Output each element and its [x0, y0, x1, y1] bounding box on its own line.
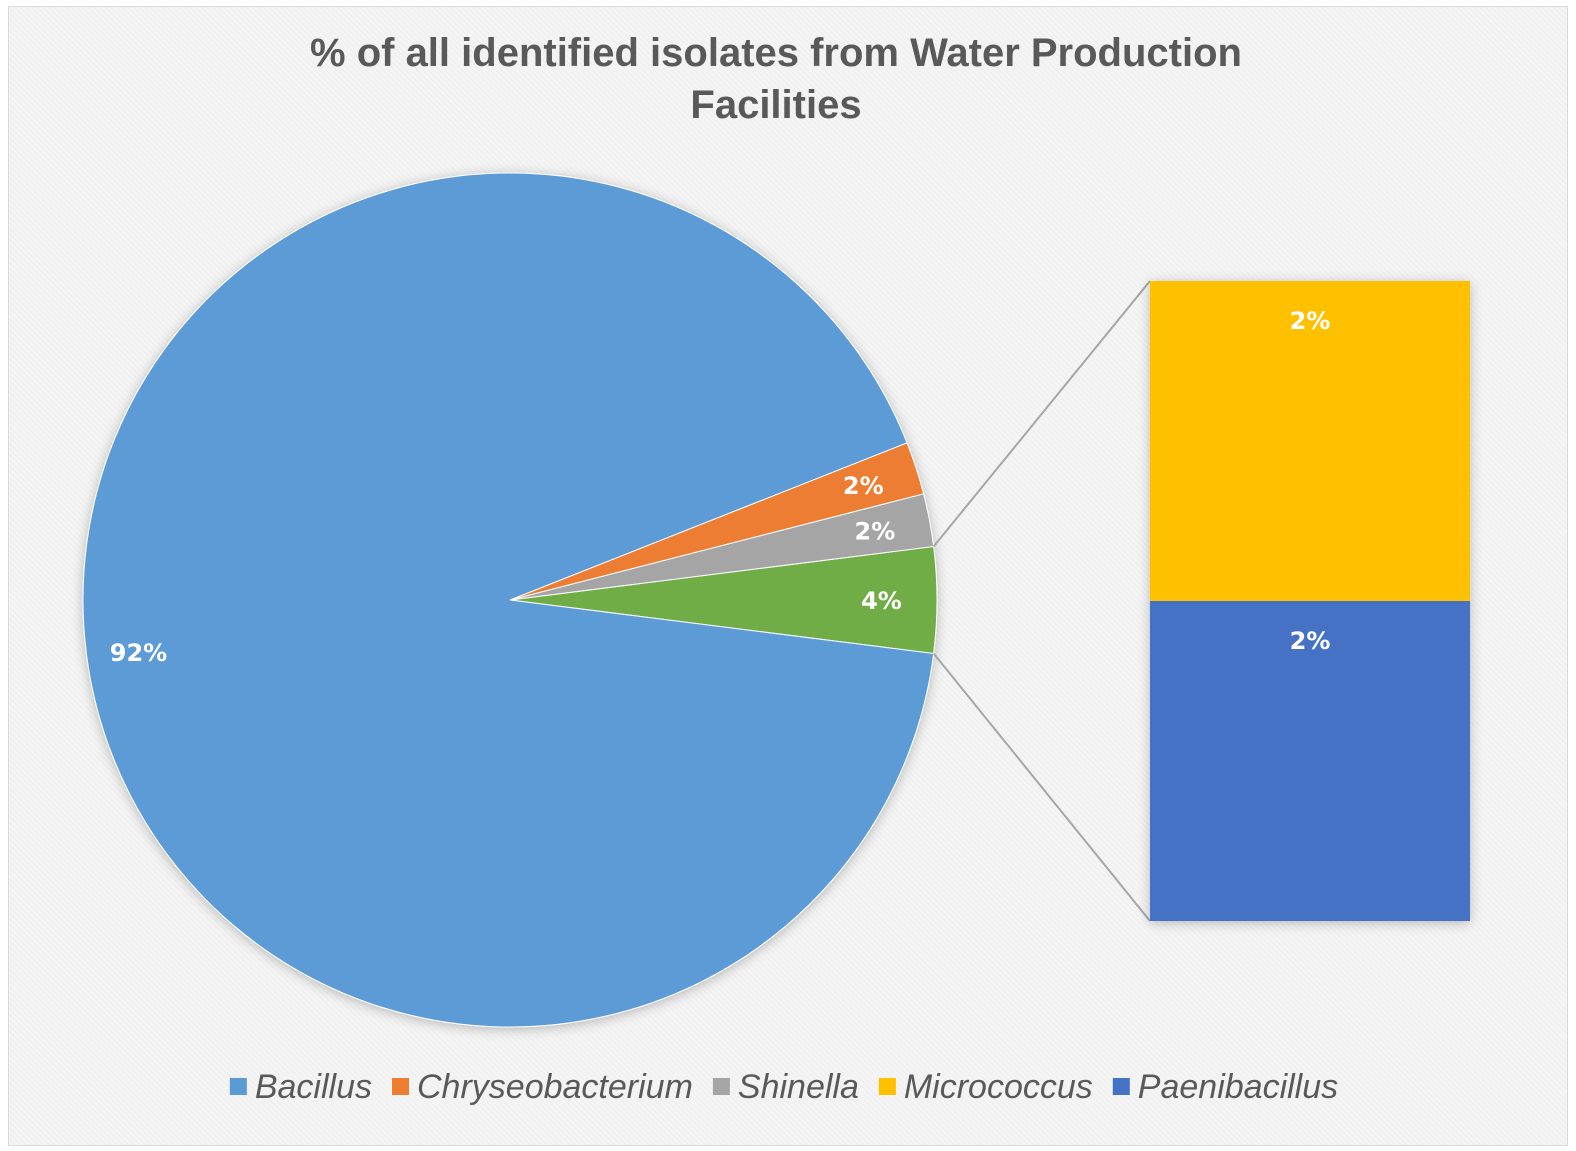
legend-swatch-bacillus — [229, 1078, 247, 1095]
bar-segment-paenibacillus — [1150, 601, 1470, 921]
chart-title-line-2: Facilities — [690, 83, 861, 127]
pie — [82, 172, 938, 1028]
pie-slice-bacillus — [82, 172, 935, 1028]
legend-swatch-micrococcus — [878, 1078, 896, 1095]
data-label-micrococcus: 2% — [1290, 307, 1331, 335]
data-label-shinella: 2% — [855, 517, 896, 545]
data-label-chryseobacterium: 2% — [843, 472, 884, 500]
legend-label-chryseobacterium: Chryseobacterium — [417, 1068, 693, 1106]
connector-lines — [932, 280, 1151, 922]
legend: Bacillus Chryseobacterium Shinella Micrococ… — [229, 1068, 1338, 1106]
legend-label-shinella: Shinella — [738, 1068, 859, 1106]
legend-label-bacillus: Bacillus — [255, 1068, 372, 1106]
legend-label-micrococcus: Micrococcus — [904, 1068, 1093, 1106]
legend-label-paenibacillus: Paenibacillus — [1138, 1068, 1338, 1106]
chart-title: % of all identified isolates from Water … — [310, 31, 1242, 127]
connector-line-bottom — [932, 652, 1151, 922]
connector-line-top — [932, 280, 1151, 548]
legend-swatch-chryseobacterium — [392, 1078, 410, 1095]
legend-swatch-paenibacillus — [1112, 1078, 1130, 1095]
bar-segment-micrococcus — [1150, 281, 1470, 601]
data-label-paenibacillus: 2% — [1290, 627, 1331, 655]
stacked-bar — [1150, 281, 1470, 921]
chart-title-line-1: % of all identified isolates from Water … — [310, 31, 1242, 75]
data-label-other: 4% — [861, 587, 902, 615]
legend-swatch-shinella — [712, 1078, 730, 1095]
data-labels: 92% 2% 2% 4% 2% 2% — [110, 307, 1331, 667]
data-label-bacillus: 92% — [110, 639, 167, 667]
